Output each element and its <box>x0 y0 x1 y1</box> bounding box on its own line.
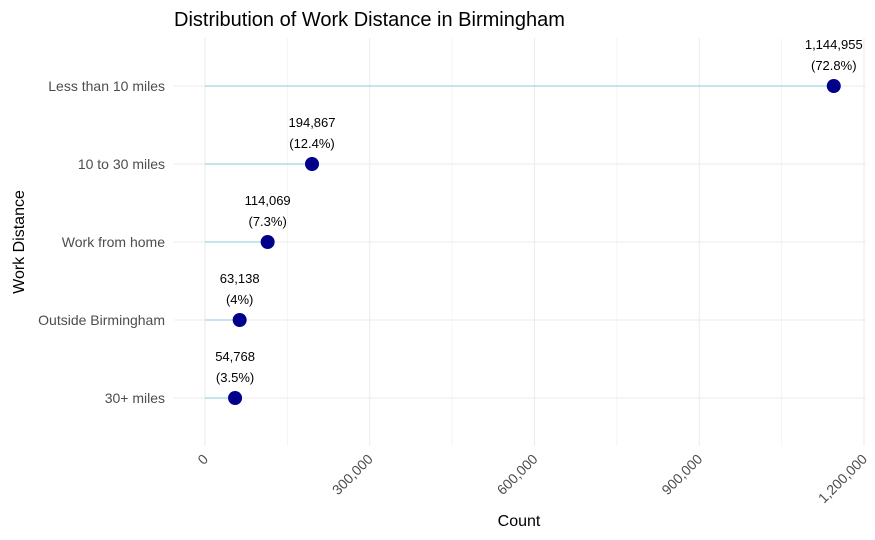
value-label: 63,138 <box>220 271 260 286</box>
data-point <box>305 157 320 171</box>
points <box>228 79 841 405</box>
chart-title: Distribution of Work Distance in Birming… <box>174 9 565 31</box>
data-labels: 1,144,955 (72.8%) 194,867 (12.4%) 114,069 (7.… <box>215 37 862 385</box>
x-axis-title: Count <box>498 513 541 530</box>
y-tick-label: Work from home <box>62 234 165 250</box>
x-tick-label: 900,000 <box>658 451 705 498</box>
x-tick-label: 300,000 <box>329 451 376 498</box>
value-label: 54,768 <box>215 349 255 364</box>
value-label: 114,069 <box>245 193 291 208</box>
percent-label: (7.3%) <box>248 214 286 229</box>
percent-label: (3.5%) <box>216 370 254 385</box>
y-axis-title: Work Distance <box>11 190 28 294</box>
data-point <box>826 79 841 93</box>
y-tick-label: 30+ miles <box>105 390 165 406</box>
percent-label: (12.4%) <box>289 136 335 151</box>
x-tick-label: 600,000 <box>494 451 541 498</box>
x-tick-label: 1,200,000 <box>815 451 871 507</box>
x-tick-label: 0 <box>194 451 211 468</box>
data-point <box>260 235 275 249</box>
x-axis-tick-labels: 0 300,000 600,000 900,000 1,200,000 <box>194 451 870 507</box>
y-axis-tick-labels: Less than 10 miles 10 to 30 miles Work fro… <box>38 78 165 406</box>
value-label: 1,144,955 <box>805 37 863 52</box>
grid <box>174 38 866 446</box>
percent-label: (72.8%) <box>811 58 857 73</box>
data-point <box>232 313 247 327</box>
stems <box>205 85 834 399</box>
value-label: 194,867 <box>289 115 336 130</box>
percent-label: (4%) <box>226 292 253 307</box>
data-point <box>228 391 243 405</box>
y-tick-label: 10 to 30 miles <box>78 156 165 172</box>
y-tick-label: Outside Birmingham <box>38 312 165 328</box>
y-tick-label: Less than 10 miles <box>48 78 165 94</box>
